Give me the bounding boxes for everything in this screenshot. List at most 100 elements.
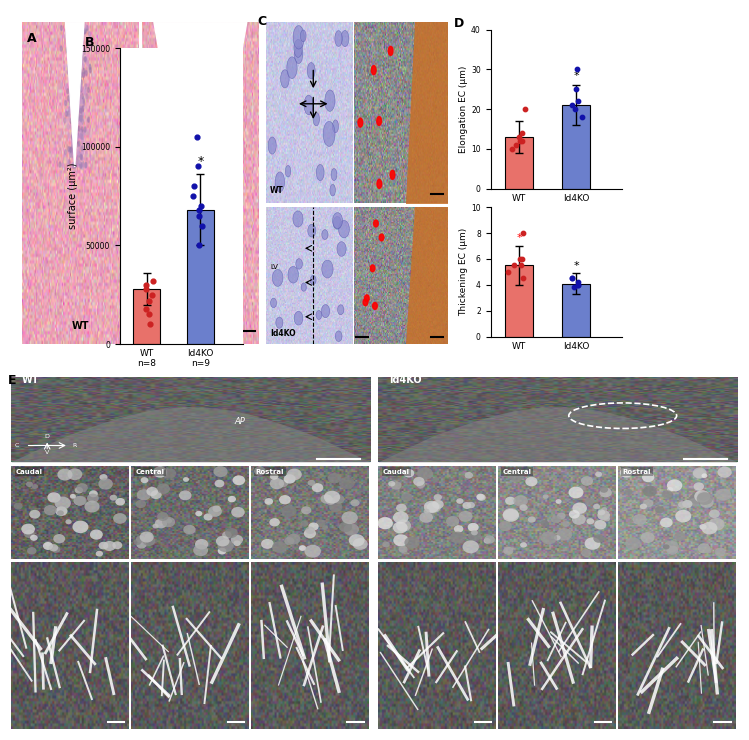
Circle shape (467, 502, 475, 508)
Circle shape (505, 497, 515, 505)
Circle shape (309, 522, 318, 531)
Circle shape (625, 489, 632, 495)
Circle shape (197, 222, 199, 227)
Text: V: V (45, 450, 49, 455)
Text: WT: WT (22, 375, 40, 386)
Circle shape (74, 132, 76, 138)
Circle shape (188, 86, 190, 91)
Circle shape (82, 135, 84, 140)
Circle shape (204, 278, 207, 283)
Circle shape (195, 248, 197, 253)
Point (565, 272, 577, 284)
Circle shape (700, 497, 714, 508)
Point (570, 84, 582, 95)
Circle shape (225, 528, 238, 538)
Circle shape (198, 181, 200, 186)
Circle shape (214, 480, 225, 488)
Circle shape (71, 164, 73, 169)
Circle shape (194, 102, 196, 107)
Circle shape (74, 47, 76, 51)
Circle shape (454, 525, 464, 533)
Circle shape (81, 138, 83, 144)
Circle shape (207, 246, 208, 252)
Point (195, 200, 207, 212)
Circle shape (201, 275, 204, 280)
Circle shape (78, 160, 80, 165)
Circle shape (181, 68, 183, 73)
Circle shape (369, 43, 373, 52)
Circle shape (90, 36, 92, 41)
Bar (562, 283, 590, 337)
Circle shape (85, 89, 86, 94)
Circle shape (197, 220, 199, 225)
Circle shape (67, 468, 82, 480)
Circle shape (196, 84, 198, 89)
Circle shape (201, 134, 202, 139)
Y-axis label: Thickening EC (μm): Thickening EC (μm) (459, 228, 468, 316)
Circle shape (198, 239, 199, 244)
Circle shape (76, 58, 78, 64)
Circle shape (304, 95, 313, 115)
Polygon shape (406, 22, 448, 204)
Circle shape (76, 104, 78, 110)
Circle shape (75, 88, 76, 93)
Circle shape (191, 105, 192, 110)
Text: B: B (85, 36, 94, 50)
Point (518, 272, 530, 284)
Circle shape (541, 531, 557, 545)
Circle shape (81, 80, 82, 85)
Circle shape (202, 80, 204, 85)
Circle shape (77, 25, 79, 30)
Circle shape (195, 137, 198, 142)
Circle shape (67, 124, 70, 130)
Circle shape (78, 141, 80, 146)
Circle shape (77, 149, 79, 154)
Circle shape (307, 62, 315, 79)
Circle shape (209, 266, 210, 271)
Circle shape (198, 263, 200, 268)
Circle shape (186, 208, 187, 213)
Circle shape (667, 480, 682, 491)
Circle shape (200, 198, 202, 203)
Circle shape (463, 540, 479, 554)
Circle shape (569, 510, 580, 519)
Circle shape (378, 251, 383, 258)
Circle shape (79, 107, 81, 112)
Circle shape (391, 481, 401, 490)
Circle shape (187, 177, 189, 182)
Circle shape (323, 121, 335, 147)
Circle shape (190, 122, 192, 127)
Circle shape (79, 81, 80, 87)
Circle shape (74, 107, 76, 112)
Circle shape (189, 109, 191, 114)
Circle shape (81, 49, 83, 54)
Circle shape (195, 69, 197, 74)
Circle shape (81, 152, 82, 157)
Circle shape (209, 42, 210, 47)
Text: Rostral: Rostral (622, 468, 651, 474)
Circle shape (57, 511, 64, 516)
Circle shape (197, 243, 199, 249)
Circle shape (71, 70, 73, 75)
Circle shape (76, 126, 78, 131)
Circle shape (77, 150, 79, 155)
Circle shape (201, 67, 203, 73)
Circle shape (157, 512, 169, 521)
Text: E: E (7, 374, 16, 387)
Circle shape (211, 95, 213, 100)
Circle shape (359, 288, 363, 295)
Circle shape (76, 24, 79, 29)
Text: *: * (573, 70, 579, 81)
Circle shape (84, 57, 85, 62)
Circle shape (21, 524, 35, 534)
Circle shape (192, 278, 194, 283)
Point (513, 131, 525, 143)
Circle shape (509, 470, 524, 482)
Text: Caudal: Caudal (383, 468, 410, 474)
Circle shape (231, 535, 243, 545)
Y-axis label: Elongation EC (μm): Elongation EC (μm) (459, 65, 468, 153)
Circle shape (80, 116, 82, 121)
Circle shape (393, 534, 408, 546)
Circle shape (72, 87, 73, 92)
Circle shape (203, 106, 205, 111)
